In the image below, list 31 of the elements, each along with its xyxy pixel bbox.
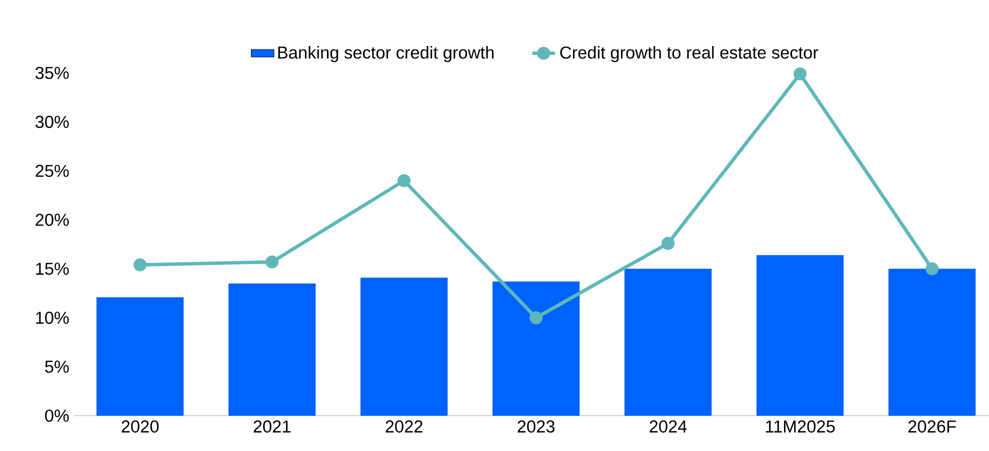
y-tick-label: 0%	[45, 410, 69, 422]
bar	[492, 282, 580, 416]
point	[530, 311, 543, 324]
y-tick-label: 25%	[36, 164, 69, 178]
y-tick-label: 35%	[35, 66, 69, 80]
x-tick-label: 2023	[518, 420, 555, 433]
x-tick-label: 2022	[386, 420, 422, 433]
x-tick-label: 11M2025	[766, 420, 835, 433]
point	[134, 258, 147, 272]
y-tick-label: 30%	[35, 116, 69, 128]
point	[398, 174, 411, 188]
legend-label: Credit growth to real estate sector	[560, 46, 818, 62]
y-tick-label: 10%	[36, 312, 69, 324]
bar	[360, 278, 448, 416]
point	[662, 236, 675, 250]
point	[926, 262, 939, 276]
point	[266, 256, 279, 269]
y-tick-label: 15%	[36, 262, 69, 275]
y-tick-label: 20%	[36, 214, 69, 226]
x-tick-label: 2021	[254, 420, 290, 433]
bar	[756, 255, 844, 416]
x-tick-label: 2020	[122, 420, 159, 433]
x-tick-label: 2026F	[908, 420, 956, 433]
legend-label: Banking sector credit growth	[278, 46, 494, 62]
bar	[228, 284, 316, 416]
x-tick-label: 2024	[650, 420, 687, 433]
y-tick-label: 5%	[45, 360, 69, 373]
bar	[96, 297, 184, 416]
bar	[888, 268, 976, 416]
point	[794, 67, 807, 81]
bar	[624, 268, 712, 416]
